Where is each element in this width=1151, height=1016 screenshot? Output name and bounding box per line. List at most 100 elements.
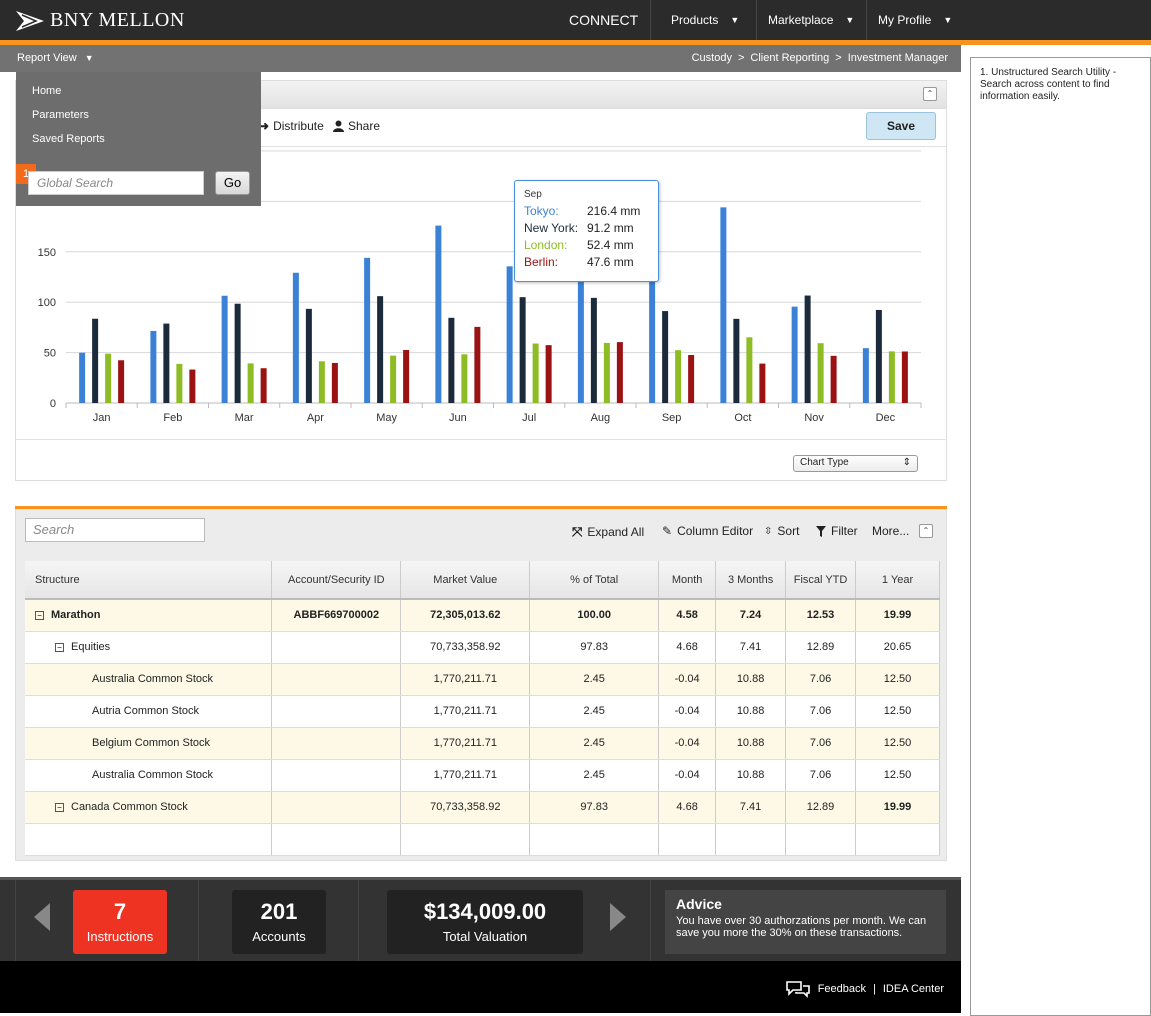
account-id-cell [271,631,402,664]
advice-box[interactable]: Advice You have over 30 authorzations pe… [665,890,946,954]
x-tick-label: Sep [662,412,682,424]
valuation-stat[interactable]: $134,009.00 Total Valuation [387,890,583,954]
global-search-input[interactable]: Global Search [28,171,204,195]
bar-london [105,353,112,403]
bar-tokyo [862,348,869,403]
expand-all-button[interactable]: ⤧ Expand All [572,524,644,540]
table-row[interactable]: Autria Common Stock 1,770,211.71 2.45 -0… [25,695,940,728]
filter-button[interactable]: Filter [816,524,858,538]
x-tick-label: Aug [591,412,611,424]
bar-tokyo [791,306,798,403]
collapse-up-icon[interactable]: ⌃ [923,87,937,101]
advice-title: Advice [676,896,722,912]
distribute-button[interactable]: ➜ Distribute [259,119,324,133]
feedback-link[interactable]: Feedback [817,983,866,995]
fiscal-ytd-cell: 7.06 [785,727,857,760]
percent-total-cell: 100.00 [529,599,660,632]
more-button[interactable]: More... [872,524,909,538]
x-tick-label: Jun [449,412,467,424]
distribute-label: Distribute [273,119,324,133]
tooltip-series-value: 47.6 mm [587,255,634,269]
bar-berlin [260,368,267,403]
one-year-cell: 12.50 [855,759,940,792]
brand-logo[interactable]: BNY MELLON [16,9,185,32]
column-header[interactable]: Structure [25,561,273,600]
arrow-left-icon[interactable] [34,903,50,931]
tooltip-series-name: Berlin: [524,255,559,269]
table-row[interactable]: − Equities 70,733,358.92 97.83 4.68 7.41 … [25,631,940,664]
one-year-cell: 12.50 [855,695,940,728]
bar-tokyo [292,272,299,403]
table-row[interactable]: Australia Common Stock 1,770,211.71 2.45… [25,759,940,792]
structure-cell: − Canada Common Stock [25,791,273,824]
structure-cell: − Equities [25,631,273,664]
column-header[interactable]: Market Value [400,561,531,600]
menu-item-home[interactable]: Home [32,85,62,97]
idea-center-link[interactable]: IDEA Center [882,983,944,995]
nav-products[interactable]: Products ▼ [671,0,739,40]
tooltip-series-value: 91.2 mm [587,221,634,235]
accounts-stat[interactable]: 201 Accounts [232,890,326,954]
table-row[interactable]: Australia Common Stock 1,770,211.71 2.45… [25,663,940,696]
collapse-minus-icon[interactable]: − [55,802,64,812]
nav-marketplace[interactable]: Marketplace ▼ [768,0,854,40]
accent-line [0,40,1151,45]
column-header[interactable]: % of Total [529,561,660,600]
column-header[interactable]: 1 Year [855,561,940,600]
column-header[interactable]: Fiscal YTD [785,561,857,600]
y-tick-label: 0 [50,398,56,410]
tooltip-title: Sep [524,189,542,200]
sub-navigation-bar: Report View ▼ Custody > Client Reporting … [0,45,961,72]
speech-bubbles-icon [785,981,810,998]
x-tick-label: Nov [804,412,824,424]
report-view-menu[interactable]: Report View ▼ [17,52,94,64]
menu-item-saved-reports[interactable]: Saved Reports [32,133,105,145]
go-button[interactable]: Go [215,171,250,195]
report-view-dropdown: Home Parameters Saved Reports 1 Global S… [16,72,261,206]
breadcrumb-custody[interactable]: Custody [691,52,732,64]
strip-divider [358,880,359,961]
collapse-minus-icon[interactable]: − [55,642,64,652]
column-header[interactable]: Month [658,561,717,600]
table-row[interactable]: Belgium Common Stock 1,770,211.71 2.45 -… [25,727,940,760]
column-editor-button[interactable]: ✎ Column Editor [662,524,753,538]
share-label: Share [348,119,381,133]
collapse-up-icon[interactable]: ⌃ [919,524,933,538]
nav-my-profile[interactable]: My Profile ▼ [878,0,952,40]
structure-cell: Australia Common Stock [25,759,273,792]
percent-total-cell: 2.45 [529,759,660,792]
table-row[interactable]: − Canada Common Stock 70,733,358.92 97.83… [25,791,940,824]
strip-divider [15,880,16,961]
collapse-minus-icon[interactable]: − [35,610,44,620]
instructions-stat[interactable]: 7 Instructions [73,890,167,954]
bar-new-york [163,323,170,403]
table-row[interactable]: − Marathon ABBF669700002 72,305,013.62 10… [25,599,940,632]
three-months-cell: 7.41 [715,791,787,824]
bar-tokyo [577,253,584,403]
bar-new-york [662,311,669,403]
month-cell: -0.04 [658,759,717,792]
breadcrumb-investment-manager[interactable]: Investment Manager [847,52,948,64]
structure-cell: Belgium Common Stock [25,727,273,760]
instructions-label: Instructions [86,929,154,944]
chart-type-select[interactable]: Chart Type ⇕ [793,455,918,472]
nav-products-label: Products [671,13,719,27]
nav-connect[interactable]: CONNECT [569,0,638,40]
sort-button[interactable]: ⇳ Sort [764,524,799,538]
market-value-cell: 1,770,211.71 [400,727,531,760]
tooltip-series-name: London: [524,238,568,252]
structure-cell: − Marathon [25,599,273,632]
menu-item-parameters[interactable]: Parameters [32,109,89,121]
save-button[interactable]: Save [866,112,936,140]
more-label: More... [872,524,910,538]
arrow-right-icon[interactable] [610,903,626,931]
annotation-side-panel: 1. Unstructured Search Utility - Search … [970,57,1151,1016]
breadcrumb-client-reporting[interactable]: Client Reporting [750,52,830,64]
share-button[interactable]: Share [333,119,380,133]
column-header[interactable]: 3 Months [715,561,787,600]
bar-tokyo [649,184,656,403]
table-header-row: Structure Account/Security ID Market Val… [25,561,940,600]
market-value-cell: 1,770,211.71 [400,663,531,696]
grid-search-input[interactable]: Search [25,518,205,542]
column-header[interactable]: Account/Security ID [271,561,402,600]
